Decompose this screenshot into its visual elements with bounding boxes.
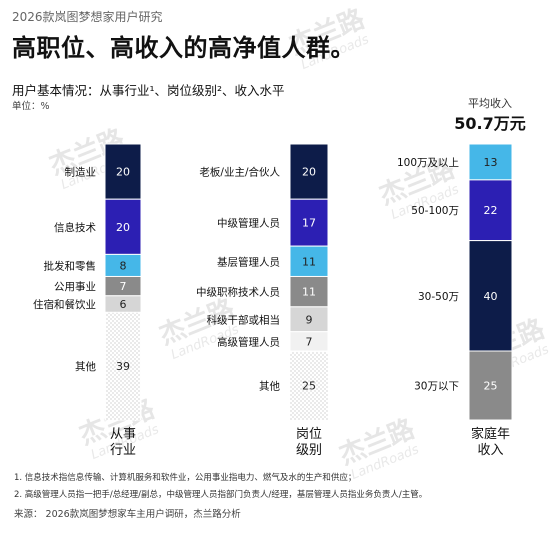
segment-label: 制造业 <box>65 166 97 179</box>
footnote-1: 1. 信息技术指信息传输、计算机服务和软件业，公用事业指电力、燃气及水的生产和供… <box>14 473 357 483</box>
data-label: 13 <box>484 156 498 169</box>
category-label: 从事 <box>110 427 136 442</box>
data-label: 6 <box>120 298 127 311</box>
data-label: 20 <box>116 166 130 179</box>
footnote-2: 2. 高级管理人员指一把手/总经理/副总，中级管理人员指部门负责人/经理，基层管… <box>14 490 428 500</box>
bar-segment <box>289 306 329 333</box>
segment-label: 基层管理人员 <box>217 255 280 268</box>
data-label: 7 <box>306 335 313 348</box>
bar-segment <box>104 311 142 421</box>
segment-label: 中级管理人员 <box>217 217 280 230</box>
segment-label: 其他 <box>259 380 280 393</box>
data-label: 11 <box>302 255 316 268</box>
bar-segment <box>468 179 513 242</box>
bar-segment <box>289 198 329 247</box>
segment-label: 老板/业主/合伙人 <box>199 166 280 179</box>
segment-label: 科级干部或相当 <box>207 313 281 326</box>
page-title: 高职位、高收入的高净值人群。 <box>12 34 355 62</box>
data-label: 9 <box>306 313 313 326</box>
bar-segment <box>468 350 513 421</box>
segment-label: 其他 <box>75 360 96 373</box>
category-label: 岗位 <box>296 427 322 442</box>
segment-label: 高级管理人员 <box>217 335 280 348</box>
source-note: 来源： 2026款岚图梦想家车主用户调研，杰兰路分析 <box>14 509 241 520</box>
segment-label: 中级职称技术人员 <box>196 286 280 299</box>
bar-segment <box>289 350 329 421</box>
data-label: 17 <box>302 217 316 230</box>
data-label: 25 <box>484 380 498 393</box>
segment-label: 30万以下 <box>414 381 459 393</box>
average-income-value: 50.7万元 <box>454 114 526 133</box>
data-label: 20 <box>302 166 316 179</box>
average-income-label: 平均收入 <box>468 97 512 110</box>
category-label: 家庭年 <box>471 426 510 442</box>
segment-label: 50-100万 <box>411 205 459 217</box>
bar-segment <box>289 275 329 308</box>
segment-label: 批发和零售 <box>44 259 97 272</box>
data-label: 20 <box>116 221 130 234</box>
category-label: 级别 <box>296 443 322 458</box>
data-label: 22 <box>484 204 498 217</box>
category-label: 收入 <box>477 443 503 458</box>
category-label: 行业 <box>110 443 136 458</box>
data-label: 39 <box>116 360 130 373</box>
segment-label: 信息技术 <box>54 221 96 234</box>
data-label: 40 <box>484 290 498 303</box>
data-label: 7 <box>120 280 127 293</box>
data-label: 11 <box>302 286 316 299</box>
segment-label: 住宿和餐饮业 <box>33 298 96 311</box>
stacked-bar-2: 20 老板/业主/合伙人 17 中级管理人员 11 基层管理人员 11 中级职称技术人员 9 科级… <box>196 143 329 458</box>
segment-label: 100万及以上 <box>397 157 459 169</box>
segment-label: 公用事业 <box>54 280 96 293</box>
segment-label: 30-50万 <box>418 291 459 303</box>
unit-label: 单位：% <box>12 101 50 112</box>
bar-segment <box>468 240 513 352</box>
chart-subtitle: 用户基本情况：从事行业¹、岗位级别²、收入水平 <box>12 83 285 98</box>
report-supertitle: 2026款岚图梦想家用户研究 <box>12 10 163 24</box>
data-label: 25 <box>302 380 316 393</box>
bar-segment <box>104 143 142 200</box>
bar-segment <box>104 198 142 255</box>
data-label: 8 <box>120 259 127 272</box>
